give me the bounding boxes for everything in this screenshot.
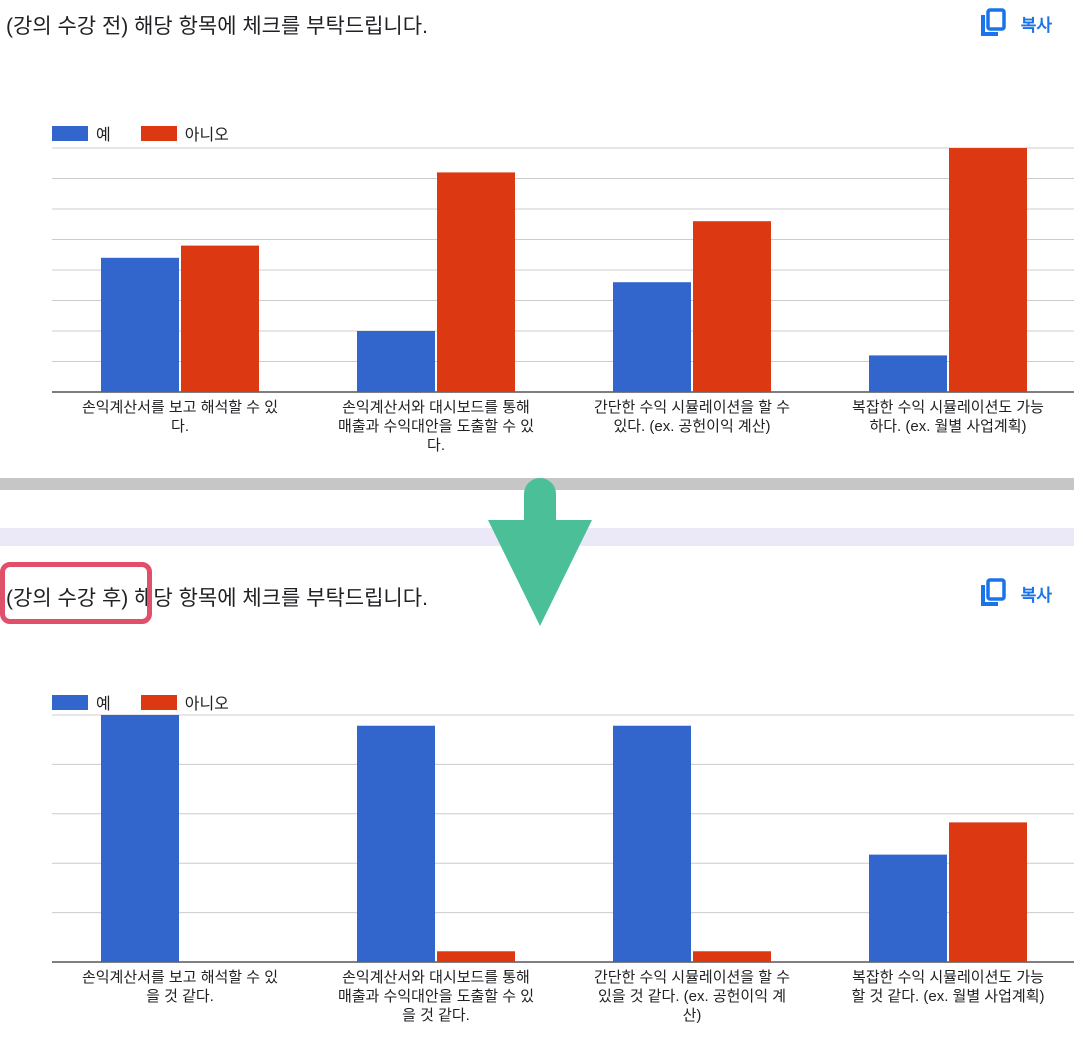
bar-no-1 (181, 245, 259, 392)
x-tick-label-line: 할 것 같다. (ex. 월별 사업계획) (851, 988, 1045, 1005)
question-title-after: (강의 수강 후) 해당 항목에 체크를 부탁드립니다. (6, 587, 428, 610)
legend-swatch (140, 125, 177, 141)
legend-item-yes: 예 (52, 690, 111, 714)
bar-chart-before: 예 아니오 손익계산서를 보고 해석할 수 있 다. 손익계산서와 대시보드를 통해 매출… (0, 0, 1074, 476)
x-tick-label-line: 다. (427, 437, 445, 454)
x-tick-label-line: 있다. (ex. 공헌이익 계산) (613, 418, 771, 435)
bar-no-2 (437, 951, 515, 962)
x-tick-label-line: 간단한 수익 시뮬레이션을 할 수 (593, 399, 791, 416)
x-tick-label-line: 손익계산서를 보고 해석할 수 있 (81, 969, 279, 986)
bar-no-3 (693, 951, 771, 962)
highlight-box (0, 562, 152, 624)
x-tick-label-line: 복잡한 수익 시뮬레이션도 가능 (852, 969, 1044, 986)
copy-icon (979, 8, 1007, 38)
x-tick-label-line: 매출과 수익대안을 도출할 수 있 (337, 988, 535, 1005)
legend-swatch (140, 694, 177, 710)
bar-yes-4 (869, 854, 947, 962)
chart-legend: 예 아니오 (52, 690, 229, 714)
legend-label: 예 (96, 127, 111, 144)
bar-no-3 (693, 221, 771, 392)
copy-icon (979, 578, 1007, 608)
bar-yes-1 (101, 257, 179, 392)
x-tick-label-line: 손익계산서와 대시보드를 통해 (342, 399, 530, 416)
x-tick-label-line: 하다. (ex. 월별 사업계획) (869, 418, 1027, 435)
bar-yes-1 (101, 715, 179, 962)
bar-no-4 (949, 148, 1027, 392)
copy-button-label: 복사 (1020, 585, 1052, 605)
x-tick-label-line: 손익계산서를 보고 해석할 수 있 (81, 399, 279, 416)
x-tick-label-line: 있을 것 같다. (ex. 공헌이익 계 (597, 988, 786, 1005)
chart-plot (52, 147, 1074, 393)
bar-yes-4 (869, 355, 947, 392)
x-tick-label-line: 다. (171, 418, 189, 435)
legend-label: 아니오 (184, 127, 229, 144)
copy-button-label: 복사 (1020, 15, 1052, 35)
bar-yes-2 (357, 331, 435, 392)
legend-swatch (52, 694, 88, 710)
legend-item-no: 아니오 (140, 690, 229, 714)
x-tick-label-line: 산) (682, 1007, 702, 1024)
copy-button-after[interactable]: 복사 (979, 578, 1052, 608)
legend-item-yes: 예 (52, 121, 111, 145)
bar-yes-3 (613, 282, 691, 392)
legend-label: 아니오 (184, 696, 229, 713)
bar-yes-3 (613, 725, 691, 962)
x-tick-label-line: 손익계산서와 대시보드를 통해 (342, 969, 530, 986)
x-tick-label-line: 매출과 수익대안을 도출할 수 있 (337, 418, 535, 435)
chart-legend: 예 아니오 (52, 121, 229, 145)
arrow-down-icon (488, 478, 592, 626)
x-tick-label-line: 을 것 같다. (146, 988, 214, 1005)
legend-swatch (52, 125, 88, 141)
chart-plot (52, 714, 1074, 963)
question-title-before: (강의 수강 전) 해당 항목에 체크를 부탁드립니다. (6, 15, 428, 38)
bar-yes-2 (357, 725, 435, 962)
bar-no-2 (437, 172, 515, 392)
legend-label: 예 (96, 696, 111, 713)
x-tick-label-line: 복잡한 수익 시뮬레이션도 가능 (852, 399, 1044, 416)
x-tick-label-line: 을 것 같다. (402, 1007, 470, 1024)
legend-item-no: 아니오 (140, 121, 229, 145)
bar-no-4 (949, 822, 1027, 962)
copy-button-before[interactable]: 복사 (979, 8, 1052, 38)
x-tick-label-line: 간단한 수익 시뮬레이션을 할 수 (593, 969, 791, 986)
